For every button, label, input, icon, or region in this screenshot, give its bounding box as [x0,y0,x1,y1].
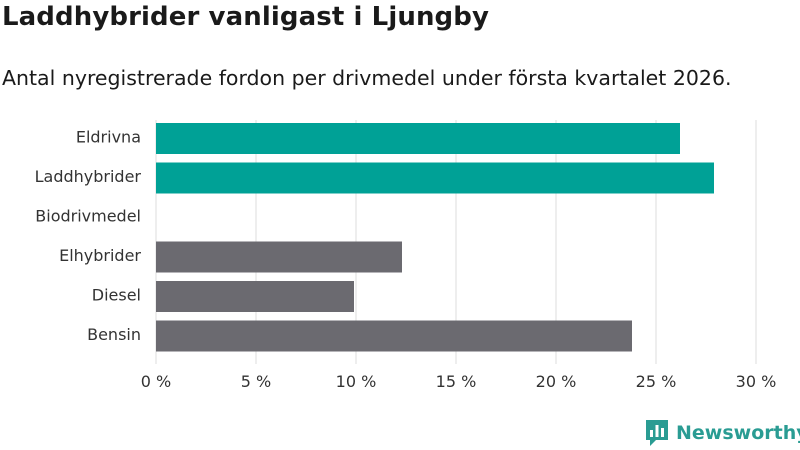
brand-name: Newsworthy [676,422,800,444]
category-label: Diesel [92,286,141,305]
x-tick-label: 15 % [436,372,477,391]
x-tick-label: 5 % [241,372,271,391]
category-label: Laddhybrider [35,167,142,186]
bars [156,123,714,352]
x-tick-label: 10 % [336,372,377,391]
x-tick-label: 30 % [736,372,777,391]
x-tick-label: 0 % [141,372,171,391]
bar [156,241,402,273]
category-labels: Eldrivna Laddhybrider Biodrivmedel Elhybrid… [35,128,142,345]
category-label: Elhybrider [59,246,141,265]
newsworthy-logo-icon [646,420,668,446]
bar [156,123,680,154]
category-label: Bensin [87,325,141,344]
brand-logo: Newsworthy [644,418,800,448]
x-axis-ticks: 0 % 5 % 10 % 15 % 20 % 25 % 30 % [141,372,777,391]
chart-title: Laddhybrider vanligast i Ljungby [2,2,490,32]
x-tick-label: 20 % [536,372,577,391]
bar [156,162,714,194]
x-tick-label: 25 % [636,372,677,391]
chart-subtitle: Antal nyregistrerade fordon per drivmede… [2,66,732,90]
category-label: Biodrivmedel [35,207,141,226]
bar [156,320,632,352]
category-label: Eldrivna [76,128,141,147]
bar [156,281,354,312]
